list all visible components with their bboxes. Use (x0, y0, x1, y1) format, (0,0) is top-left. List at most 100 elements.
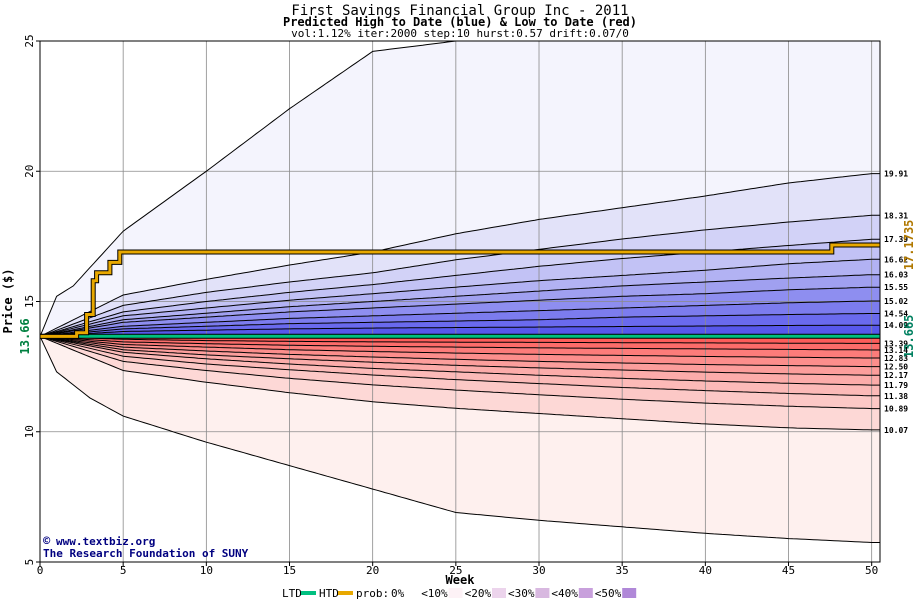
quantile-value-label: 14.54 (884, 309, 908, 318)
low-band-3 (40, 336, 880, 367)
low-band-7 (40, 336, 880, 409)
high-band-7 (40, 301, 880, 337)
low-band-5 (40, 336, 880, 386)
quantile-line-16 (39, 335, 880, 397)
quantile-value-label: 10.07 (884, 426, 908, 435)
quantile-line-17 (39, 335, 880, 410)
quantile-line-4 (39, 258, 880, 337)
quantile-lines (39, 40, 880, 543)
x-tick-label: 40 (699, 564, 712, 577)
legend-htd-swatch (338, 591, 353, 595)
high-band-3 (40, 239, 880, 337)
quantile-line-1 (39, 173, 880, 337)
y-tick-label: 25 (23, 34, 36, 47)
x-tick-label: 5 (120, 564, 127, 577)
chart-params: vol:1.12% iter:2000 step:10 hurst:0.57 d… (291, 27, 629, 40)
high-band-4 (40, 259, 880, 337)
legend-prob-item: 0% (391, 587, 405, 600)
high-band-0 (40, 41, 880, 337)
quantile-line-2 (39, 214, 880, 337)
high-band-1 (40, 173, 880, 337)
legend-prob-prefix: prob: (356, 587, 389, 600)
quantile-line-15 (39, 335, 880, 386)
y-axis-ticks: 5 10 15 20 25 (23, 34, 40, 565)
legend-prob-item: <50% (595, 587, 622, 600)
quantile-value-label: 11.38 (884, 392, 908, 401)
x-tick-label: 0 (37, 564, 44, 577)
legend-prob-swatch (535, 588, 550, 598)
low-band-4 (40, 336, 880, 376)
high-band-5 (40, 274, 880, 337)
legend-prob-item: <40% (551, 587, 578, 600)
watermark-line1: www.textbiz.org (56, 535, 155, 548)
x-tick-label: 35 (616, 564, 629, 577)
legend-prob-swatch (405, 588, 420, 598)
low-band-6 (40, 336, 880, 396)
quantile-value-label: 19.91 (884, 170, 908, 179)
y-tick-label: 15 (23, 295, 36, 308)
legend-prob-item: <10% (421, 587, 448, 600)
quantile-line-12 (39, 335, 880, 359)
actual-lines (40, 242, 880, 339)
quantile-value-label: 15.55 (884, 283, 908, 292)
quantile-line-19 (39, 336, 880, 543)
ltd-value-label: 13.665 (902, 315, 916, 358)
quantile-value-label: 13.14 (884, 346, 908, 355)
legend-ltd: LTD (282, 587, 302, 600)
htd-line (40, 243, 880, 338)
legend-ltd-swatch (301, 591, 316, 595)
x-tick-label: 25 (449, 564, 462, 577)
low-band-8 (40, 336, 880, 430)
htd-value-label: 17.1735 (902, 220, 916, 271)
legend-htd: HTD (319, 587, 339, 600)
quantile-value-label: 10.89 (884, 405, 908, 414)
quantile-line-7 (39, 300, 880, 337)
quantile-value-label: 11.79 (884, 381, 908, 390)
quantile-line-14 (39, 335, 880, 376)
quantile-value-label: 13.39 (884, 339, 908, 348)
x-axis-label: Week (446, 573, 476, 587)
copyright-symbol: © (43, 534, 51, 548)
quantile-line-18 (39, 335, 880, 431)
x-tick-label: 10 (200, 564, 213, 577)
y-tick-label: 10 (23, 425, 36, 438)
quantile-line-13 (39, 335, 880, 368)
quantile-value-label: 14.09 (884, 321, 908, 330)
y-axis-label: Price ($) (1, 268, 15, 333)
quantile-line-6 (39, 286, 880, 337)
legend-prob-swatch (622, 588, 637, 598)
legend-prob-swatch (578, 588, 593, 598)
x-tick-label: 50 (865, 564, 878, 577)
x-tick-label: 15 (283, 564, 296, 577)
legend-prob-swatch (492, 588, 506, 598)
quantile-line-9 (39, 324, 880, 337)
quantile-line-5 (39, 274, 880, 337)
legend-prob-item: <20% (465, 587, 492, 600)
high-band-6 (40, 287, 880, 337)
quantile-line-3 (39, 238, 880, 337)
quantile-value-label: 12.50 (884, 363, 908, 372)
high-band-2 (40, 215, 880, 337)
quantile-value-label: 16.62 (884, 255, 908, 264)
low-band-1 (40, 336, 880, 350)
quantile-value-label: 17.39 (884, 235, 908, 244)
quantile-labels: 19.91 18.31 17.39 16.62 16.03 15.55 15.02 14.54… (884, 170, 908, 435)
quantile-value-label: 18.31 (884, 211, 908, 220)
quantile-value-label: 12.83 (884, 354, 908, 363)
chart-title: First Savings Financial Group Inc - 2011 (291, 3, 628, 19)
x-tick-label: 30 (532, 564, 545, 577)
x-axis-ticks: 0 5 10 15 20 25 30 35 40 45 50 (37, 562, 878, 577)
quantile-line-10 (39, 335, 880, 344)
y-tick-label: 20 (23, 165, 36, 178)
legend: LTD HTD prob: 0% <10% <20% <30% <40% <50% (282, 587, 637, 600)
high-band-9 (40, 325, 880, 337)
quantile-value-label: 15.02 (884, 297, 908, 306)
y-tick-label: 5 (23, 559, 36, 566)
legend-items: 0% <10% <20% <30% <40% <50% (391, 587, 637, 600)
start-value-label: 13.66 (18, 318, 32, 354)
quantile-value-label: 12.17 (884, 371, 908, 380)
quantile-value-label: 16.03 (884, 271, 908, 280)
chart-subtitle: Predicted High to Date (blue) & Low to D… (283, 15, 637, 29)
x-tick-label: 45 (782, 564, 795, 577)
